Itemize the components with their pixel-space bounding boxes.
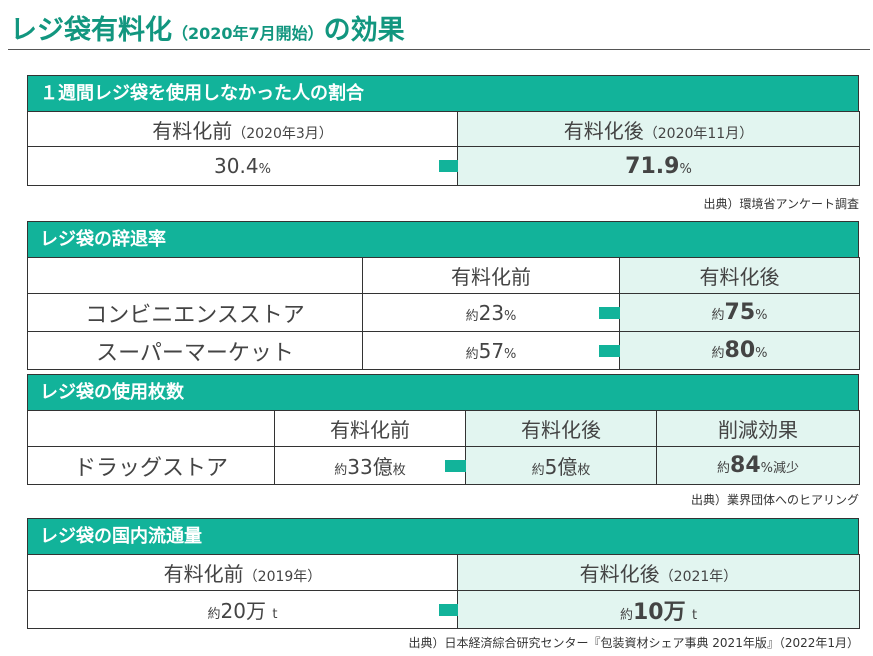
table-row: スーパーマーケット 約57% 約80%: [27, 331, 860, 370]
usage-count-panel: レジ袋の使用枚数 有料化前 有料化後 削減効果 ドラッグストア 約33億枚 約5…: [27, 374, 860, 485]
value: 23: [478, 300, 505, 325]
prefix: 約: [531, 463, 545, 478]
usage-count-header: レジ袋の使用枚数: [27, 374, 859, 410]
usage-rate-after-value: 71.9%: [457, 146, 860, 186]
unit: %: [679, 161, 692, 177]
prefix: 約: [711, 308, 725, 323]
usage-rate-before-value: 30.4%: [27, 146, 485, 186]
decline-after-heading: 有料化後: [619, 257, 860, 294]
value: 30.4: [214, 154, 259, 178]
source-note-hearing: 出典）業界団体へのヒアリング: [690, 493, 859, 507]
flow-before-value: 約20万 t: [27, 590, 485, 629]
unit: 枚: [577, 463, 591, 478]
usage-rate-after-heading: 有料化後（2020年11月）: [457, 111, 860, 147]
flow-after-heading: 有料化後（2021年）: [457, 554, 860, 591]
page-title-tail: の効果: [323, 15, 405, 46]
domestic-flow-panel: レジ袋の国内流通量 有料化前（2019年） 有料化後（2021年） 約20万 t…: [27, 518, 860, 629]
empty-cell: [27, 257, 363, 294]
unit: %: [755, 308, 768, 323]
value: 80: [724, 338, 756, 363]
prefix: 約: [465, 346, 479, 362]
after-value: 約5億枚: [465, 446, 657, 485]
effect-value: 約84%減少: [656, 446, 860, 485]
row-label: コンビニエンスストア: [27, 293, 363, 332]
value: 33億: [347, 455, 393, 479]
usage-rate-before-heading: 有料化前（2020年3月）: [27, 111, 458, 147]
unit: 枚: [392, 463, 406, 478]
row-label: ドラッグストア: [27, 446, 275, 485]
page-title-main: レジ袋有料化: [10, 15, 172, 46]
before-label: 有料化前: [163, 562, 244, 586]
value: 84: [730, 453, 761, 478]
table-row: ドラッグストア 約33億枚 約5億枚 約84%減少: [27, 446, 860, 485]
prefix: 約: [207, 607, 221, 622]
after-label: 有料化後: [579, 562, 660, 586]
decline-rate-panel: レジ袋の辞退率 有料化前 有料化後 コンビニエンスストア 約23% 約75% ス…: [27, 221, 860, 370]
usage-rate-panel: １週間レジ袋を使用しなかった人の割合 有料化前（2020年3月） 有料化後（20…: [27, 75, 860, 186]
before-period: （2020年3月）: [232, 125, 333, 142]
usage-rate-table: 有料化前（2020年3月） 有料化後（2020年11月） 30.4% 71.9%: [27, 111, 860, 186]
flow-after-value: 約10万 t: [457, 590, 860, 629]
prefix: 約: [334, 463, 348, 478]
decline-before-heading: 有料化前: [362, 257, 620, 294]
table-row: コンビニエンスストア 約23% 約75%: [27, 293, 860, 332]
after-value: 約80%: [619, 331, 860, 370]
unit: t: [691, 607, 698, 623]
value: 71.9: [625, 153, 680, 179]
value: 5億: [544, 455, 578, 479]
decline-rate-table: 有料化前 有料化後 コンビニエンスストア 約23% 約75% スーパーマーケット…: [27, 257, 860, 370]
empty-cell: [27, 410, 275, 447]
count-after-heading: 有料化後: [465, 410, 657, 447]
unit: %: [504, 308, 517, 324]
after-label: 有料化後: [563, 118, 644, 143]
before-label: 有料化前: [152, 118, 233, 143]
value: 75: [724, 300, 756, 325]
value: 20万: [220, 599, 266, 623]
after-period: （2021年）: [659, 569, 738, 585]
unit: %: [755, 346, 768, 361]
value: 57: [478, 338, 505, 363]
unit: t: [272, 607, 278, 622]
flow-before-heading: 有料化前（2019年）: [27, 554, 458, 591]
before-value: 約23%: [362, 293, 645, 332]
unit: %減少: [760, 461, 799, 476]
prefix: 約: [619, 607, 633, 623]
domestic-flow-header: レジ袋の国内流通量: [27, 518, 859, 554]
unit: %: [258, 162, 271, 177]
prefix: 約: [465, 308, 479, 324]
source-note-research-center: 出典）日本経済綜合研究センター『包装資材シェア事典 2021年版』（2022年1…: [408, 636, 859, 650]
prefix: 約: [717, 461, 731, 476]
before-value: 約33億枚: [274, 446, 491, 485]
domestic-flow-table: 有料化前（2019年） 有料化後（2021年） 約20万 t 約10万 t: [27, 554, 860, 629]
source-note-survey: 出典）環境省アンケート調査: [703, 197, 859, 211]
before-period: （2019年）: [243, 569, 322, 585]
unit: %: [504, 346, 517, 362]
usage-rate-header: １週間レジ袋を使用しなかった人の割合: [27, 75, 859, 111]
usage-count-table: 有料化前 有料化後 削減効果 ドラッグストア 約33億枚 約5億枚 約84%減少: [27, 410, 860, 485]
page-title: レジ袋有料化（2020年7月開始）の効果: [10, 8, 405, 47]
title-divider: [8, 49, 870, 50]
after-value: 約75%: [619, 293, 860, 332]
after-period: （2020年11月）: [643, 125, 754, 142]
prefix: 約: [711, 346, 725, 361]
row-label: スーパーマーケット: [27, 331, 363, 370]
page-title-sub: （2020年7月開始）: [172, 24, 324, 43]
count-effect-heading: 削減効果: [656, 410, 860, 447]
before-value: 約57%: [362, 331, 645, 370]
decline-rate-header: レジ袋の辞退率: [27, 221, 859, 257]
count-before-heading: 有料化前: [274, 410, 466, 447]
value: 10万: [632, 599, 686, 625]
